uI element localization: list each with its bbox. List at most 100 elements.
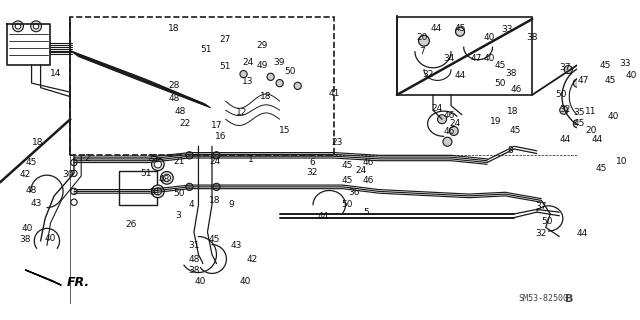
- Text: 7: 7: [419, 47, 425, 56]
- Circle shape: [573, 120, 581, 128]
- Text: 50: 50: [494, 79, 506, 88]
- Text: 41: 41: [328, 90, 339, 99]
- Circle shape: [161, 172, 173, 184]
- Text: 28: 28: [168, 81, 180, 90]
- Circle shape: [33, 24, 39, 29]
- Text: 45: 45: [604, 76, 616, 85]
- Text: 18: 18: [209, 196, 220, 205]
- Circle shape: [598, 115, 607, 123]
- Text: 18: 18: [32, 138, 44, 147]
- Text: 6: 6: [309, 158, 315, 167]
- Text: 44: 44: [431, 24, 442, 33]
- Text: 2: 2: [84, 154, 90, 163]
- Text: 17: 17: [211, 121, 222, 130]
- Text: 45: 45: [573, 119, 585, 128]
- Text: 37: 37: [559, 63, 570, 72]
- Text: 10: 10: [616, 157, 627, 166]
- Text: 42: 42: [20, 170, 31, 179]
- Circle shape: [240, 70, 247, 78]
- Text: 22: 22: [179, 119, 191, 128]
- Text: 20: 20: [585, 126, 596, 135]
- Text: 24: 24: [355, 166, 367, 175]
- Text: 40: 40: [483, 33, 495, 42]
- Circle shape: [213, 152, 220, 159]
- Text: 46: 46: [510, 85, 522, 94]
- Text: 36: 36: [349, 188, 360, 197]
- Text: 45: 45: [509, 126, 521, 135]
- Text: 8: 8: [508, 146, 513, 155]
- Text: 24: 24: [209, 157, 220, 166]
- Text: 50: 50: [342, 200, 353, 209]
- Circle shape: [560, 106, 568, 114]
- Text: FR.: FR.: [67, 276, 90, 289]
- Text: 16: 16: [215, 132, 227, 141]
- Text: 21: 21: [173, 157, 184, 166]
- Circle shape: [276, 80, 284, 87]
- Text: 47: 47: [470, 54, 482, 63]
- Text: 46: 46: [444, 111, 455, 120]
- Text: 45: 45: [494, 60, 506, 69]
- Text: 48: 48: [159, 175, 170, 184]
- Circle shape: [573, 79, 581, 87]
- Text: 32: 32: [536, 229, 547, 238]
- Text: 24: 24: [449, 119, 460, 128]
- Circle shape: [186, 152, 193, 159]
- Circle shape: [71, 199, 77, 205]
- Circle shape: [154, 161, 161, 168]
- Circle shape: [213, 183, 220, 190]
- Text: 47: 47: [578, 76, 589, 85]
- Text: 38: 38: [527, 33, 538, 42]
- Circle shape: [71, 170, 77, 177]
- Text: 1: 1: [248, 155, 253, 164]
- Text: 51: 51: [149, 188, 161, 197]
- Circle shape: [438, 115, 447, 124]
- Text: 11: 11: [585, 108, 596, 116]
- Text: 37: 37: [536, 202, 547, 211]
- Text: 51: 51: [219, 62, 230, 71]
- Circle shape: [564, 66, 572, 74]
- Text: 43: 43: [30, 199, 42, 208]
- Circle shape: [456, 27, 465, 36]
- Text: 45: 45: [342, 161, 353, 170]
- Text: 51: 51: [200, 45, 211, 54]
- Bar: [119, 171, 157, 205]
- Text: 39: 39: [273, 58, 285, 67]
- Circle shape: [419, 35, 429, 46]
- Text: 25: 25: [148, 154, 159, 163]
- Circle shape: [589, 129, 598, 137]
- Text: 15: 15: [279, 126, 291, 135]
- Bar: [397, 17, 532, 95]
- Text: 44: 44: [317, 212, 328, 221]
- Text: 38: 38: [19, 235, 31, 244]
- Circle shape: [31, 21, 42, 32]
- Text: 48: 48: [175, 108, 186, 116]
- Polygon shape: [25, 270, 61, 285]
- Text: 43: 43: [230, 241, 242, 250]
- Text: 20: 20: [417, 33, 428, 42]
- Text: 27: 27: [219, 35, 230, 44]
- Text: 33: 33: [620, 59, 631, 68]
- Text: 33: 33: [501, 25, 513, 35]
- Circle shape: [186, 183, 193, 190]
- Text: 13: 13: [243, 77, 254, 86]
- Text: 50: 50: [284, 67, 295, 76]
- Circle shape: [71, 159, 77, 166]
- Text: 50: 50: [173, 189, 184, 198]
- Text: 18: 18: [168, 24, 180, 33]
- Bar: [70, 17, 334, 155]
- Circle shape: [15, 24, 20, 29]
- Circle shape: [449, 126, 458, 135]
- Text: 40: 40: [239, 277, 251, 286]
- Text: 44: 44: [559, 135, 570, 144]
- Text: 14: 14: [51, 69, 61, 78]
- Text: 35: 35: [573, 108, 585, 117]
- Text: 40: 40: [608, 112, 619, 121]
- Text: 45: 45: [600, 61, 611, 70]
- Text: 32: 32: [559, 105, 570, 114]
- Text: 45: 45: [342, 176, 353, 185]
- Text: 44: 44: [454, 71, 466, 80]
- Text: 34: 34: [444, 54, 455, 63]
- Text: 50: 50: [556, 90, 567, 100]
- Text: 45: 45: [26, 158, 37, 167]
- Circle shape: [13, 21, 24, 32]
